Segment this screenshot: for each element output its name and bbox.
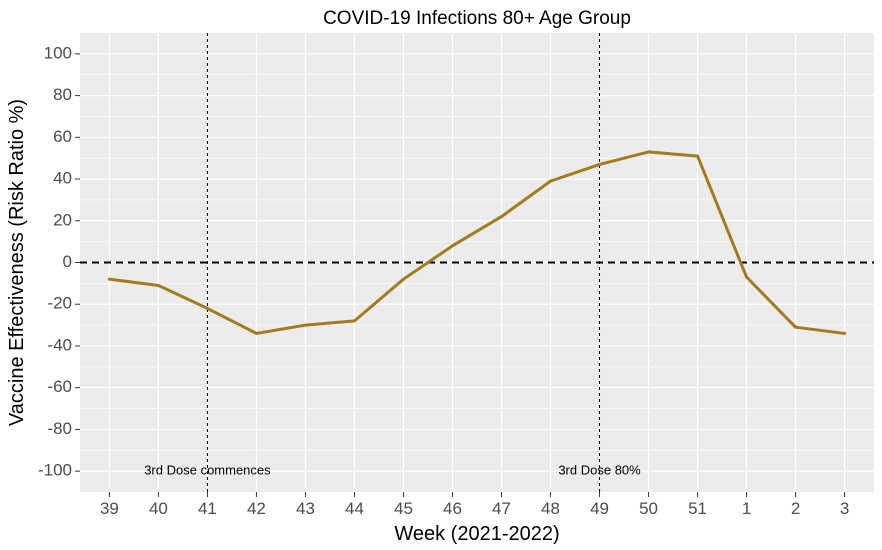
x-tick-label: 42 [247, 499, 266, 518]
y-tick-label: -80 [47, 419, 72, 438]
y-tick-label: 80 [53, 85, 72, 104]
y-tick-label: -100 [38, 461, 72, 480]
data-point [696, 154, 700, 158]
annotations: 3rd Dose commences 3rd Dose 80% [144, 463, 641, 478]
x-tick-label: 51 [688, 499, 707, 518]
y-tick-label: 60 [53, 127, 72, 146]
data-point [450, 244, 454, 248]
data-point [205, 306, 209, 310]
data-point [254, 331, 258, 335]
x-axis-title: Week (2021-2022) [394, 523, 559, 545]
x-tick-label: 50 [639, 499, 658, 518]
x-tick-label: 2 [791, 499, 800, 518]
x-tick-label: 39 [100, 499, 119, 518]
y-tick-label: 40 [53, 169, 72, 188]
data-point [303, 323, 307, 327]
data-point [549, 179, 553, 183]
data-point [401, 277, 405, 281]
y-tick-label: 0 [63, 252, 72, 271]
data-point [107, 277, 111, 281]
x-tick-label: 43 [296, 499, 315, 518]
series-layer [107, 150, 847, 335]
minor-gridlines [80, 74, 874, 451]
x-axis: 39 40 41 42 43 44 45 46 47 48 49 50 51 1 2 3 [100, 492, 849, 518]
y-tick-label: -20 [47, 294, 72, 313]
reference-line-label: 3rd Dose commences [144, 463, 271, 478]
data-point [500, 215, 504, 219]
data-point [598, 162, 602, 166]
chart-title: COVID-19 Infections 80+ Age Group [323, 8, 631, 29]
x-tick-label: 1 [742, 499, 751, 518]
y-tick-label: 20 [53, 210, 72, 229]
y-tick-label: -60 [47, 377, 72, 396]
x-tick-label: 41 [198, 499, 217, 518]
data-point [156, 283, 160, 287]
series-line [107, 150, 847, 335]
x-tick-label: 46 [443, 499, 462, 518]
data-point [647, 150, 651, 154]
y-axis-title: Vaccine Effectiveness (Risk Ratio %) [6, 99, 28, 426]
x-tick-label: 47 [492, 499, 511, 518]
data-point [745, 275, 749, 279]
x-tick-label: 49 [590, 499, 609, 518]
x-tick-label: 3 [840, 499, 849, 518]
y-tick-label: -40 [47, 335, 72, 354]
x-tick-label: 44 [345, 499, 364, 518]
y-axis: -100 -80 -60 -40 -20 0 20 40 60 80 100 [38, 43, 80, 480]
x-tick-label: 48 [541, 499, 560, 518]
x-tick-label: 40 [149, 499, 168, 518]
data-point [843, 331, 847, 335]
data-point [352, 319, 356, 323]
data-point [794, 325, 798, 329]
y-tick-label: 100 [44, 43, 72, 62]
x-tick-label: 45 [394, 499, 413, 518]
reference-line-label: 3rd Dose 80% [558, 463, 641, 478]
